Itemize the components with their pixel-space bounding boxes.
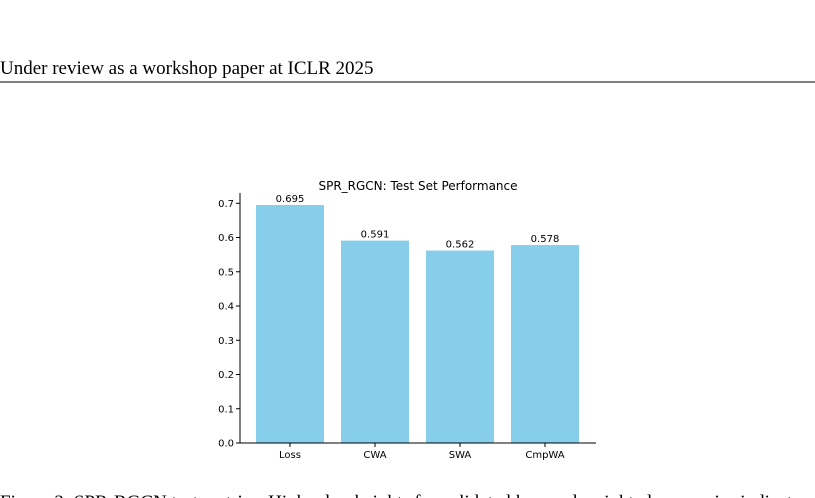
y-tick-label: 0.7 [218,199,234,210]
figure-caption: Figure 3: SPR-RGCN test metrics. Higher … [0,492,800,498]
chart-title: SPR_RGCN: Test Set Performance [318,179,517,193]
value-label: 0.591 [361,230,390,241]
bar [256,204,324,443]
y-tick-label: 0.4 [218,302,234,313]
running-header: Under review as a workshop paper at ICLR… [0,58,374,79]
y-tick-label: 0.1 [218,404,234,415]
value-label: 0.562 [446,240,475,251]
bar [341,240,409,443]
y-tick-label: 0.6 [218,233,234,244]
y-tick-label: 0.0 [218,439,234,450]
y-tick-label: 0.5 [218,267,234,278]
y-tick-label: 0.2 [218,370,234,381]
value-label: 0.695 [276,194,305,205]
bar [426,250,494,443]
x-tick-label: SWA [449,450,472,461]
x-tick-label: CmpWA [525,450,564,461]
x-tick-label: Loss [279,450,301,461]
x-tick-label: CWA [363,450,386,461]
bar [511,245,579,443]
y-tick-label: 0.3 [218,336,234,347]
value-label: 0.578 [531,234,560,245]
